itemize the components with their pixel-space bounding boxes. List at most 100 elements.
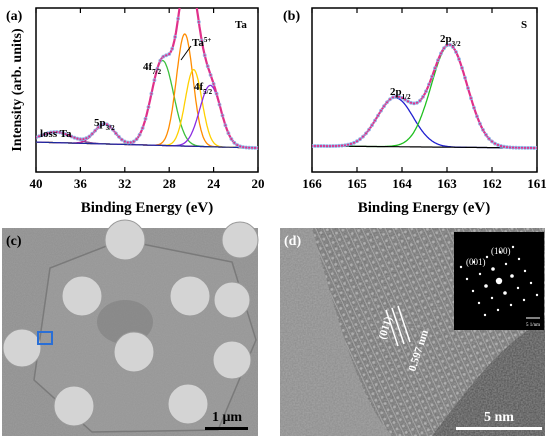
x-tick-label: 32 <box>118 176 131 191</box>
data-point <box>146 105 151 109</box>
data-point <box>140 126 145 131</box>
x-tick-label: 40 <box>30 176 43 191</box>
data-point <box>223 123 228 128</box>
data-point <box>173 35 178 39</box>
data-point <box>433 66 437 71</box>
data-point <box>196 19 201 24</box>
carbon-hole <box>104 219 146 261</box>
panel-b-letter: (b) <box>283 9 300 24</box>
scale-bar-c-label: 1 μm <box>212 410 242 425</box>
data-point <box>487 136 491 141</box>
scale-bar-d-label: 5 nm <box>484 410 514 425</box>
data-point <box>448 42 452 47</box>
data-point <box>358 137 362 142</box>
data-point <box>436 58 440 63</box>
data-point <box>355 139 359 144</box>
data-point <box>472 105 476 110</box>
data-point <box>119 137 124 142</box>
data-point <box>352 140 356 145</box>
data-point <box>167 52 172 56</box>
panel-b-element: S <box>521 19 527 31</box>
peak-component <box>312 97 537 149</box>
fft-spot <box>495 277 503 285</box>
data-point <box>134 137 139 142</box>
carbon-hole <box>2 328 42 368</box>
data-point <box>373 118 377 123</box>
background-line <box>36 141 258 149</box>
panel-a-frame <box>35 7 259 173</box>
fft-spot <box>478 272 482 276</box>
panel-a: 40 36 32 28 24 20 (a) Ta loss Ta 5p3/2 4f7/2 Ta5… <box>6 0 265 216</box>
pointer-line <box>180 45 192 61</box>
data-point <box>379 108 383 113</box>
peak-label: Ta5+ <box>192 36 211 49</box>
data-point <box>490 139 494 144</box>
data-point <box>400 96 404 100</box>
peak-label: 2p1/2 <box>390 86 411 101</box>
data-point <box>370 123 374 128</box>
peak-label: 2p3/2 <box>440 33 461 48</box>
fft-spot <box>522 298 526 302</box>
data-point <box>149 91 154 96</box>
x-tick-label: 161 <box>527 176 547 191</box>
data-point <box>143 116 148 121</box>
x-tick-label: 162 <box>482 176 502 191</box>
data-point <box>63 132 68 137</box>
background-line <box>312 145 537 149</box>
scale-bar-d <box>456 427 542 430</box>
fft-spot <box>490 296 494 300</box>
lattice-line <box>385 309 399 347</box>
fft-spot <box>491 267 495 271</box>
data-point <box>385 100 389 105</box>
carbon-hole <box>221 221 259 259</box>
data-point <box>111 127 115 132</box>
fft-spot <box>484 284 488 288</box>
data-point <box>481 127 485 132</box>
carbon-hole <box>53 385 95 427</box>
data-point <box>90 131 95 136</box>
data-point <box>202 53 207 58</box>
scale-bar-c <box>205 427 248 430</box>
data-point <box>460 66 464 70</box>
data-point <box>194 0 197 3</box>
carbon-hole <box>167 383 209 425</box>
data-point <box>376 113 380 118</box>
data-point <box>367 127 371 132</box>
fft-spot <box>517 257 521 261</box>
fft-spot <box>471 289 475 293</box>
panel-a-element: Ta <box>235 19 247 31</box>
data-point <box>415 100 419 105</box>
data-point <box>493 141 497 146</box>
data-point <box>535 146 537 150</box>
panel-d-letter: (d) <box>284 234 301 249</box>
data-point <box>152 78 157 83</box>
data-point <box>361 134 365 139</box>
x-tick-label: 36 <box>74 176 88 191</box>
data-point <box>137 132 142 137</box>
data-point <box>220 113 225 118</box>
panel-d: (011) 0.597 nm (001) (100) 5 1/nm 5 nm (… <box>280 228 545 436</box>
data-point <box>466 86 470 90</box>
data-point <box>388 97 392 102</box>
data-point <box>424 89 428 94</box>
data-point <box>226 131 231 136</box>
fft-spot <box>516 286 520 290</box>
x-tick-label: 164 <box>392 176 412 191</box>
data-point <box>131 139 136 144</box>
data-point <box>364 131 368 136</box>
data-point <box>155 66 160 71</box>
data-point <box>235 143 240 148</box>
x-tick-label: 165 <box>347 176 367 191</box>
fft-spot <box>496 308 500 312</box>
fft-spot <box>472 260 476 264</box>
carbon-hole <box>212 340 252 380</box>
peak-label: 5p3/2 <box>94 117 115 132</box>
data-point <box>208 73 213 77</box>
lattice-line <box>391 307 405 345</box>
selection-box <box>37 331 53 345</box>
fft-spot <box>465 277 469 281</box>
data-point <box>217 102 222 107</box>
fft-spot <box>503 291 507 295</box>
data-point <box>93 128 98 133</box>
panel-b-xlabel: Binding Energy (eV) <box>358 200 491 216</box>
